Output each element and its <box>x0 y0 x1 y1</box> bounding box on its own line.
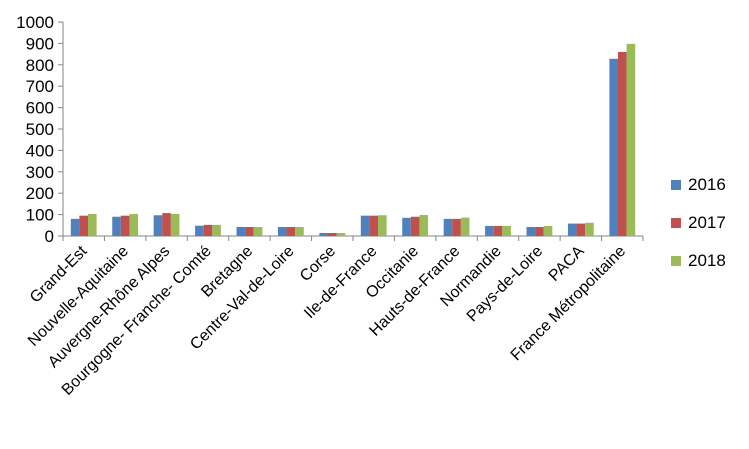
bar-2017-13 <box>617 51 627 237</box>
bar-2016-13 <box>609 58 618 236</box>
y-tick-label: 200 <box>26 184 54 203</box>
legend: 2016 2017 2018 <box>671 175 726 270</box>
bar-2017-3 <box>203 224 213 236</box>
bar-2018-8 <box>419 215 429 236</box>
bar-2016-8 <box>402 217 411 236</box>
category-label: Ile-de-France <box>301 243 380 322</box>
bar-2018-1 <box>129 213 139 236</box>
bar-2016-10 <box>485 225 494 236</box>
bar-2016-3 <box>195 225 204 236</box>
legend-label: 2018 <box>688 251 726 270</box>
bar-2017-0 <box>79 215 89 236</box>
bar-2016-6 <box>319 233 328 236</box>
bar-2016-7 <box>360 215 370 236</box>
bar-2016-11 <box>526 227 536 236</box>
bar-2018-3 <box>212 224 221 236</box>
bar-2016-1 <box>112 216 121 236</box>
bar-2018-9 <box>460 217 470 236</box>
bar-2017-5 <box>286 227 296 236</box>
y-tick-label: 100 <box>26 206 54 225</box>
bar-2017-2 <box>162 213 171 236</box>
bar-2017-12 <box>576 223 586 236</box>
bar-2018-6 <box>336 233 346 236</box>
bar-2018-11 <box>543 225 553 236</box>
y-tick-label: 300 <box>26 163 54 182</box>
bar-2016-12 <box>567 223 577 236</box>
bar-2018-4 <box>253 227 263 236</box>
y-tick-label: 1000 <box>16 13 54 32</box>
bar-2017-4 <box>245 227 254 236</box>
bar-2017-10 <box>493 225 503 236</box>
bar-2016-0 <box>70 218 80 236</box>
bar-2018-0 <box>88 213 97 236</box>
legend-swatch-2017 <box>671 218 681 228</box>
category-label: Pays-de-Loire <box>464 243 547 326</box>
category-labels: Grand-EstNouvelle-AquitaineAuvergne-Rhôn… <box>25 242 629 398</box>
bar-2016-2 <box>153 215 163 236</box>
legend-swatch-2018 <box>671 256 681 266</box>
bar-2016-9 <box>443 218 453 236</box>
legend-swatch-2016 <box>671 180 681 190</box>
bar-2016-5 <box>277 227 287 236</box>
x-axis <box>62 235 644 241</box>
bar-2017-8 <box>410 216 420 236</box>
bar-2017-6 <box>327 233 337 236</box>
bar-2018-7 <box>378 215 387 236</box>
legend-label: 2016 <box>688 175 726 194</box>
y-tick-label: 900 <box>26 34 54 53</box>
legend-label: 2017 <box>688 213 726 232</box>
bar-2016-4 <box>236 227 246 236</box>
bar-2018-2 <box>170 213 180 236</box>
bar-2017-1 <box>120 215 130 236</box>
bars <box>70 43 636 237</box>
bar-2018-13 <box>626 43 636 236</box>
y-axis: 0 100 200 300 400 500 600 700 800 900 1000 <box>16 13 64 246</box>
bar-2018-10 <box>502 225 511 236</box>
bar-2017-9 <box>452 218 461 236</box>
y-tick-label: 500 <box>26 120 54 139</box>
y-tick-label: 700 <box>26 77 54 96</box>
bar-2018-5 <box>295 227 304 236</box>
y-tick-label: 400 <box>26 141 54 160</box>
y-tick-label: 800 <box>26 56 54 75</box>
bar-2017-7 <box>369 215 379 236</box>
bar-2018-12 <box>585 222 594 236</box>
y-tick-label: 600 <box>26 99 54 118</box>
y-tick-label: 0 <box>45 227 54 246</box>
bar-2017-11 <box>535 227 544 236</box>
